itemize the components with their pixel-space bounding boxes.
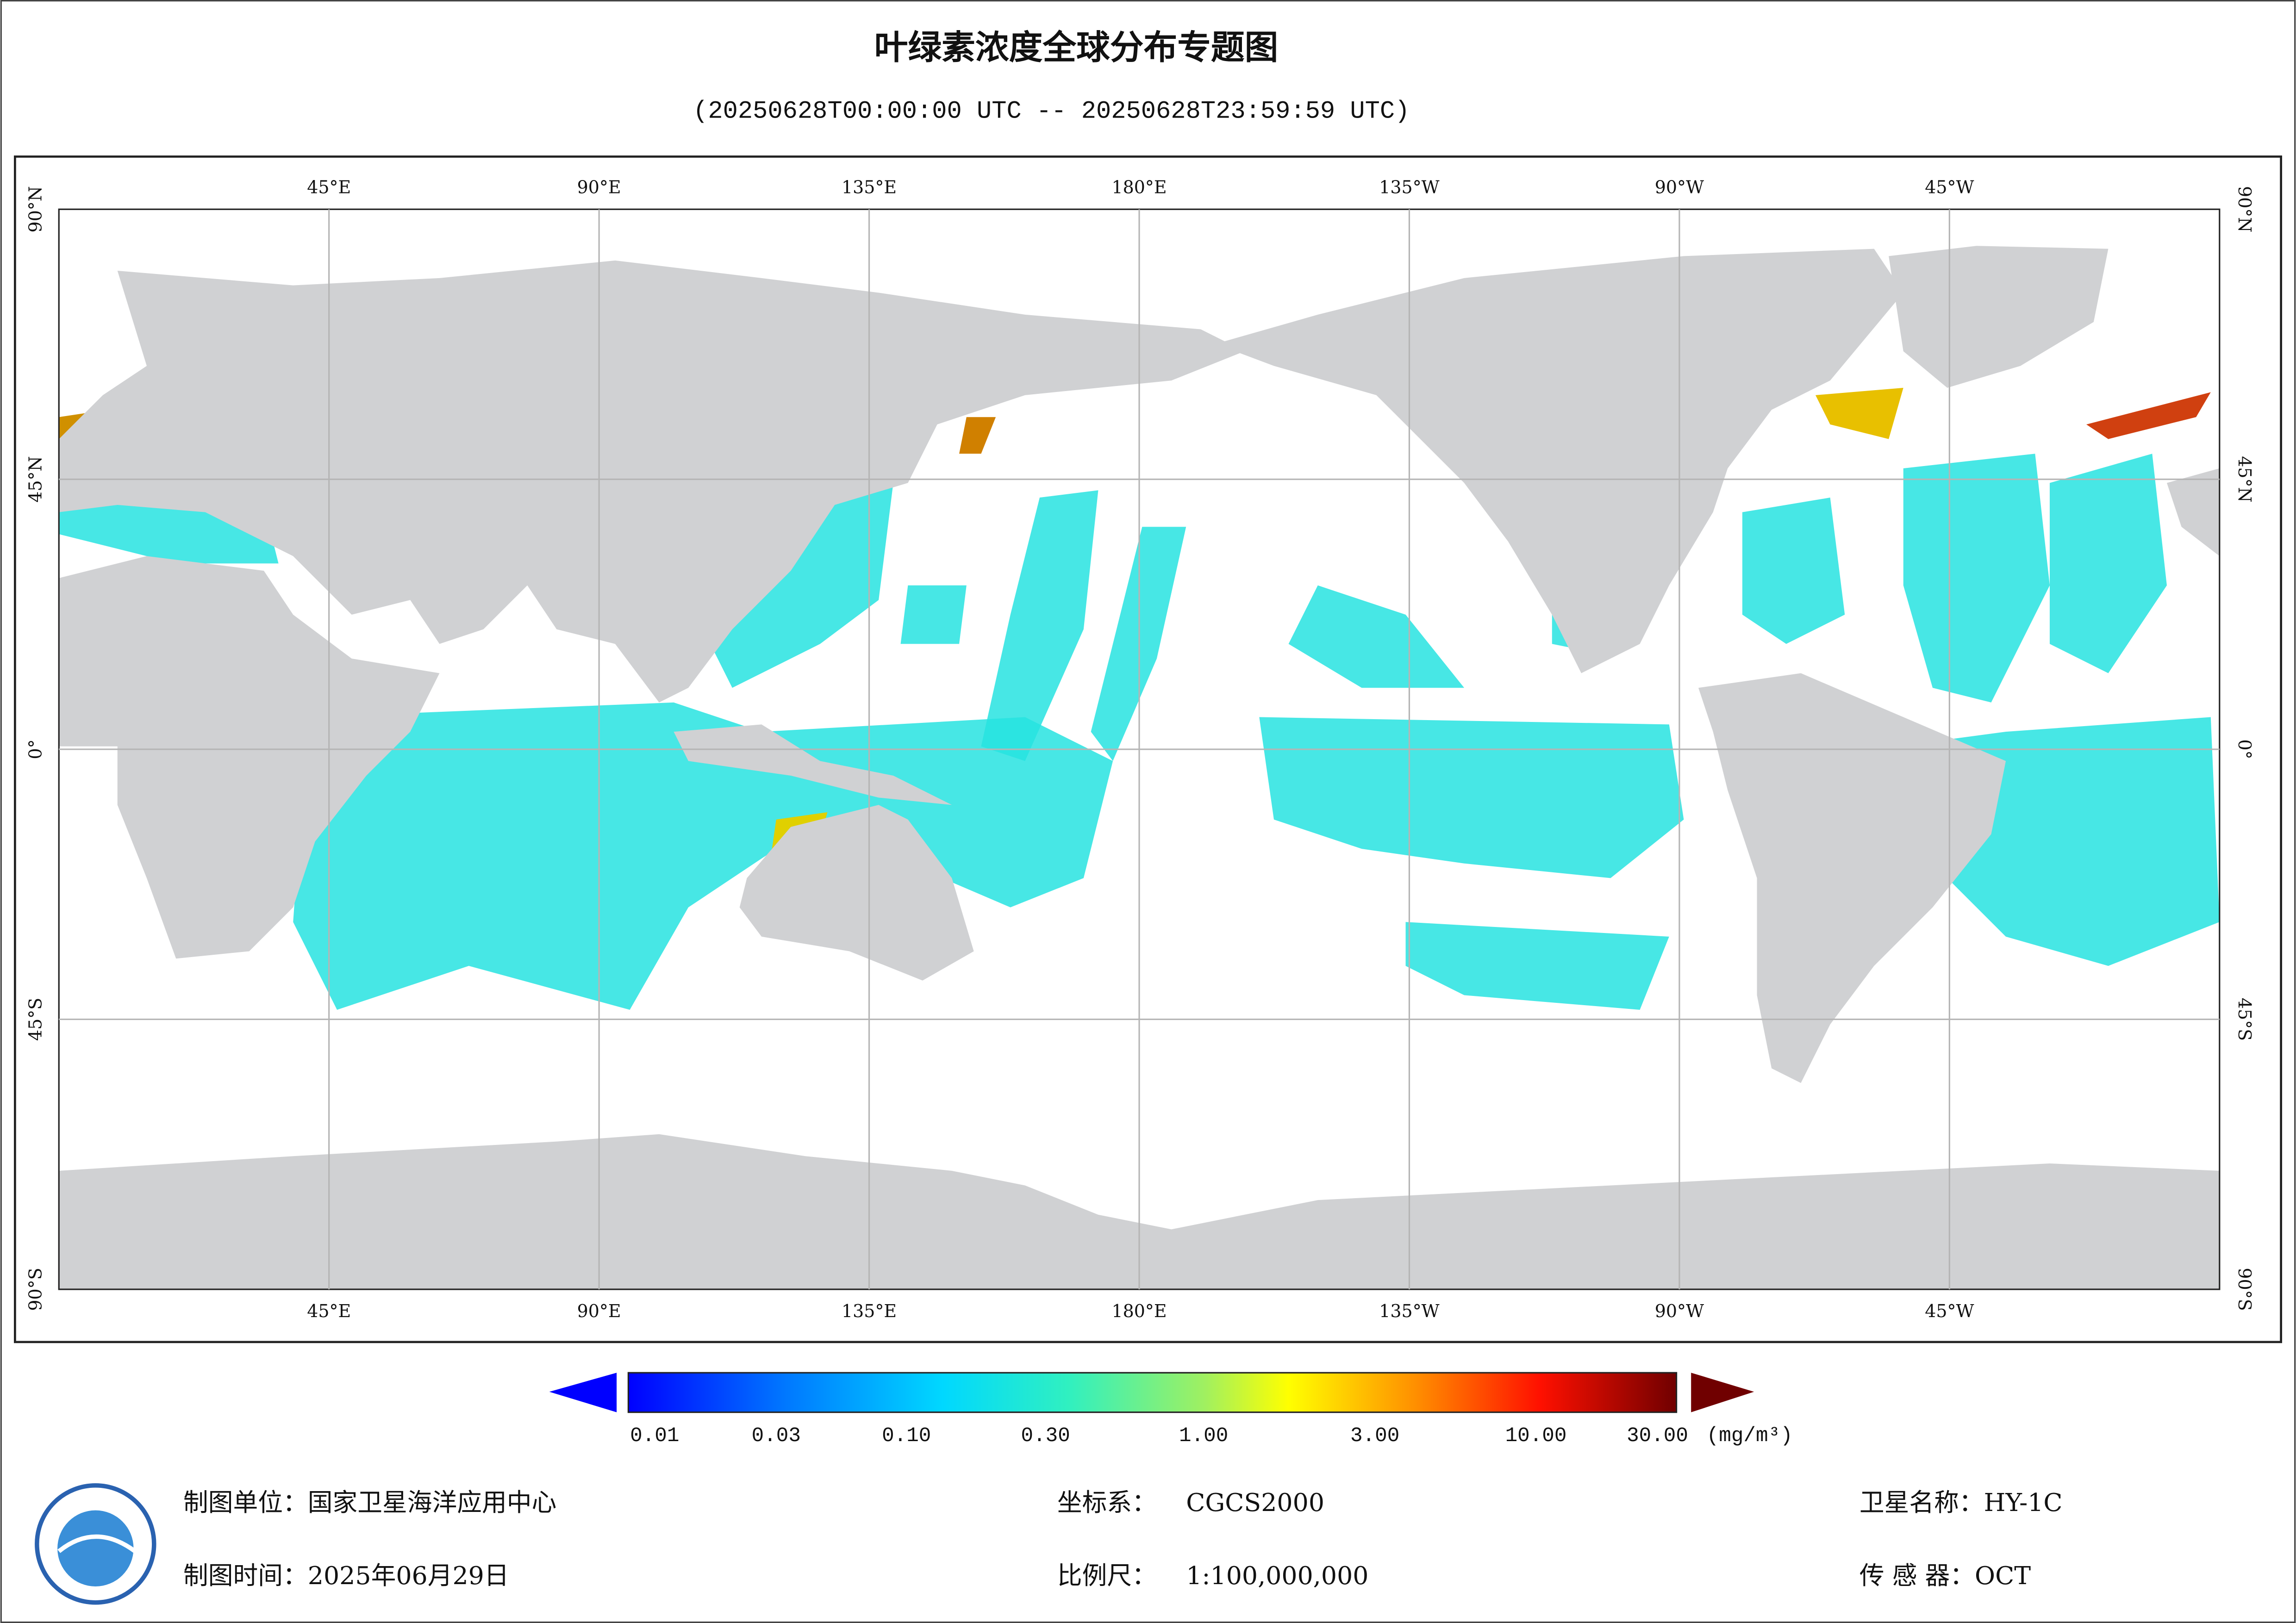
patch-high bbox=[1816, 388, 1903, 439]
lat-label-right: 45°S bbox=[2234, 998, 2255, 1041]
patch bbox=[981, 490, 1098, 761]
lon-label-top: 45°E bbox=[307, 177, 351, 197]
lat-label-right: 0° bbox=[2234, 740, 2255, 759]
lon-label-bottom: 135°W bbox=[1379, 1301, 1439, 1321]
logo-wave bbox=[57, 1534, 137, 1553]
colorbar-label: 10.00 bbox=[1505, 1424, 1567, 1448]
colorbar-label: 0.10 bbox=[882, 1424, 931, 1448]
africa bbox=[59, 556, 440, 959]
patch bbox=[1091, 527, 1186, 761]
subtitle: (20250628T00:00:00 UTC -- 20250628T23:59… bbox=[693, 98, 1410, 126]
australia bbox=[739, 805, 974, 981]
footer-crs-label: 坐标系： bbox=[1057, 1488, 1157, 1517]
footer-producer: 制图单位：国家卫星海洋应用中心 bbox=[183, 1488, 556, 1517]
lat-label-left: 90°N bbox=[25, 186, 45, 232]
south-america bbox=[1698, 673, 2006, 1083]
lon-label-bottom: 45°E bbox=[307, 1301, 351, 1321]
colorbar-label: 0.30 bbox=[1021, 1424, 1070, 1448]
colorbar-labels: 0.01 0.03 0.10 0.30 1.00 3.00 10.00 30.00 bbox=[630, 1424, 1688, 1448]
colorbar-label: 1.00 bbox=[1179, 1424, 1228, 1448]
lat-label-right: 45°N bbox=[2234, 456, 2255, 502]
colorbar bbox=[627, 1372, 1678, 1413]
patch bbox=[1742, 497, 1845, 644]
patch-high bbox=[959, 417, 996, 454]
lon-label-top: 180°E bbox=[1111, 177, 1167, 197]
footer-date: 制图时间：2025年06月29日 bbox=[183, 1561, 509, 1590]
colorbar-label: 0.03 bbox=[752, 1424, 801, 1448]
map: 45°E 45°E 90°E 90°E 135°E 135°E 180°E 180°E 135°… bbox=[25, 177, 2255, 1321]
greenland bbox=[1889, 246, 2109, 388]
lat-label-left: 45°N bbox=[25, 456, 45, 502]
colorbar-unit: (mg/m³) bbox=[1707, 1424, 1793, 1448]
lat-label-right: 90°N bbox=[2234, 186, 2255, 232]
colorbar-arrow-low bbox=[549, 1373, 617, 1412]
patch bbox=[1288, 585, 1465, 688]
logo-globe bbox=[57, 1510, 134, 1586]
patch bbox=[1405, 922, 1669, 1010]
lat-label-left: 45°S bbox=[25, 998, 45, 1041]
lon-label-bottom: 90°E bbox=[577, 1301, 621, 1321]
lon-label-top: 90°W bbox=[1655, 177, 1704, 197]
lon-label-bottom: 135°E bbox=[842, 1301, 897, 1321]
north-america bbox=[1215, 249, 1903, 673]
footer-sensor: 传 感 器：OCT bbox=[1859, 1561, 2031, 1590]
lon-label-top: 135°E bbox=[842, 177, 897, 197]
lat-label-left: 90°S bbox=[25, 1268, 45, 1311]
lon-label-top: 90°E bbox=[577, 177, 621, 197]
patch bbox=[900, 585, 967, 644]
lat-label-right: 90°S bbox=[2234, 1268, 2255, 1311]
lon-label-bottom: 45°W bbox=[1925, 1301, 1974, 1321]
lon-label-top: 45°W bbox=[1925, 177, 1974, 197]
lat-label-left: 0° bbox=[25, 740, 45, 759]
footer-crs: CGCS2000 bbox=[1186, 1488, 1324, 1517]
footer-scale: 1:100,000,000 bbox=[1186, 1561, 1368, 1590]
eurasia bbox=[59, 260, 1245, 703]
patch bbox=[1903, 454, 2050, 703]
patch bbox=[293, 702, 1113, 1010]
colorbar-label: 0.01 bbox=[630, 1424, 679, 1448]
title: 叶绿素浓度全球分布专题图 bbox=[874, 28, 1279, 68]
logo bbox=[35, 1483, 156, 1605]
footer-scale-label: 比例尺： bbox=[1057, 1561, 1157, 1590]
colorbar-label: 30.00 bbox=[1627, 1424, 1688, 1448]
patch bbox=[2049, 454, 2167, 673]
colorbar-label: 3.00 bbox=[1350, 1424, 1399, 1448]
graticule: 45°E 45°E 90°E 90°E 135°E 135°E 180°E 180°E 135°… bbox=[25, 177, 2255, 1321]
islands bbox=[674, 724, 952, 805]
map-frame bbox=[14, 155, 2282, 1343]
lon-label-bottom: 180°E bbox=[1111, 1301, 1167, 1321]
patch-high bbox=[2086, 392, 2211, 439]
colorbar-arrow-high bbox=[1691, 1373, 1754, 1412]
footer-satellite: 卫星名称：HY-1C bbox=[1859, 1488, 2063, 1517]
lon-label-bottom: 90°W bbox=[1655, 1301, 1704, 1321]
europe-east bbox=[2166, 468, 2220, 556]
patch bbox=[1259, 717, 1684, 878]
lon-label-top: 135°W bbox=[1379, 177, 1439, 197]
